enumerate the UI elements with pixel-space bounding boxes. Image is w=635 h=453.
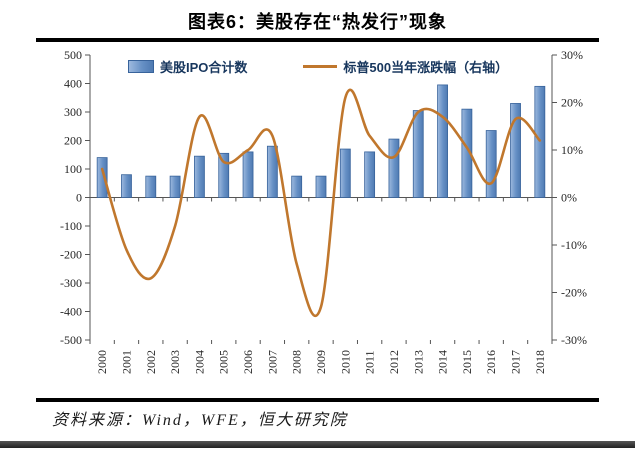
x-axis-year-label: 2010 (338, 350, 352, 374)
ipo-bar-2008 (291, 175, 303, 198)
ipo-bar-2017 (510, 103, 521, 198)
ipo-bar-2015 (461, 108, 473, 198)
x-axis-year-label: 2003 (168, 350, 182, 374)
ipo-bar-2013 (412, 110, 424, 198)
left-axis-tick-label: 200 (64, 134, 82, 148)
legend-label-ipo: 美股IPO合计数 (160, 60, 248, 75)
ipo-bar-2000 (96, 157, 108, 198)
right-axis-tick-label: 0% (561, 191, 577, 205)
x-axis-year-label: 2000 (95, 350, 109, 374)
x-axis-year-label: 2014 (436, 350, 450, 374)
right-axis-tick-label: -30% (561, 333, 587, 347)
ipo-bar-2007 (266, 145, 278, 198)
x-axis-year-label: 2017 (509, 350, 523, 374)
x-axis-year-label: 2005 (217, 350, 231, 374)
legend-label-sp500: 标普500当年涨跌幅（右轴） (343, 60, 509, 75)
left-axis-tick-label: -100 (60, 219, 82, 233)
ipo-bar-2005 (218, 152, 230, 198)
x-axis-year-label: 2015 (460, 350, 474, 374)
x-axis-year-label: 2001 (119, 350, 133, 374)
left-axis-tick-label: 100 (64, 162, 82, 176)
bottom-edge-strip (0, 441, 635, 448)
ipo-bar-2018 (534, 85, 546, 198)
x-axis-year-label: 2018 (533, 350, 547, 374)
ipo-bar-2002 (145, 175, 157, 198)
ipo-bar-2016 (485, 130, 497, 198)
ipo-bar-2012 (388, 138, 400, 198)
x-axis-year-label: 2016 (484, 350, 498, 374)
x-axis-year-label: 2012 (387, 350, 401, 374)
ipo-bar-2006 (242, 151, 254, 198)
x-axis-year-label: 2007 (265, 350, 279, 374)
ipo-bar-2010 (339, 148, 351, 198)
left-axis-tick-label: -500 (60, 333, 82, 347)
left-axis-tick-label: -400 (60, 305, 82, 319)
left-axis-tick-label: 0 (76, 191, 82, 205)
left-axis-tick-label: -200 (60, 248, 82, 262)
right-axis-tick-label: 20% (561, 96, 583, 110)
left-axis-tick-label: 400 (64, 77, 82, 91)
ipo-bar-2003 (169, 175, 181, 198)
chart-legend: 美股IPO合计数 标普500当年涨跌幅（右轴） (128, 57, 508, 76)
right-axis-tick-label: -20% (561, 286, 587, 300)
data-source-note: 资料来源：Wind，WFE，恒大研究院 (52, 412, 348, 429)
line-series-swatch-icon (303, 65, 338, 68)
x-axis-year-label: 2013 (411, 350, 425, 374)
x-axis-year-label: 2004 (192, 350, 206, 374)
bar-series-swatch-icon (128, 60, 154, 73)
ipo-bar-2001 (121, 174, 132, 198)
x-axis-year-label: 2006 (241, 350, 255, 374)
x-axis-year-label: 2002 (144, 350, 158, 374)
title-divider-rule (36, 38, 599, 42)
left-axis-tick-label: 500 (64, 48, 82, 62)
ipo-bar-2014 (437, 84, 448, 198)
legend-item-ipo: 美股IPO合计数 (128, 57, 247, 76)
ipo-bar-2011 (364, 151, 376, 198)
x-axis-year-label: 2011 (363, 350, 377, 374)
x-axis-year-label: 2009 (314, 350, 328, 374)
source-divider-rule (36, 398, 599, 402)
sp500-return-line (100, 88, 542, 317)
x-axis-year-label: 2008 (290, 350, 304, 374)
ipo-bar-2009 (315, 175, 327, 198)
right-axis-tick-label: 10% (561, 143, 583, 157)
chart-title: 图表6：美股存在“热发行”现象 (187, 12, 447, 32)
ipo-bar-2004 (194, 155, 205, 198)
left-axis-tick-label: 300 (64, 105, 82, 119)
legend-item-sp500: 标普500当年涨跌幅（右轴） (303, 57, 508, 76)
left-axis-tick-label: -300 (60, 276, 82, 290)
right-axis-tick-label: 30% (561, 48, 583, 62)
right-axis-tick-label: -10% (561, 238, 587, 252)
